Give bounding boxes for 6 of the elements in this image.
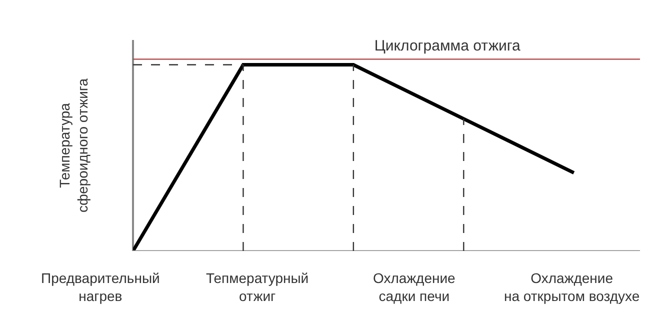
text: Тепмературный отжиг xyxy=(206,270,309,304)
text: Охлаждение садки печи xyxy=(373,270,456,304)
text: Охлаждение на открытом воздухе xyxy=(504,270,640,304)
y-axis-title: Температура сфероидного отжига xyxy=(56,78,91,212)
chart-title: Циклограмма отжига xyxy=(374,37,522,54)
text: Предварительный нагрев xyxy=(41,270,160,304)
